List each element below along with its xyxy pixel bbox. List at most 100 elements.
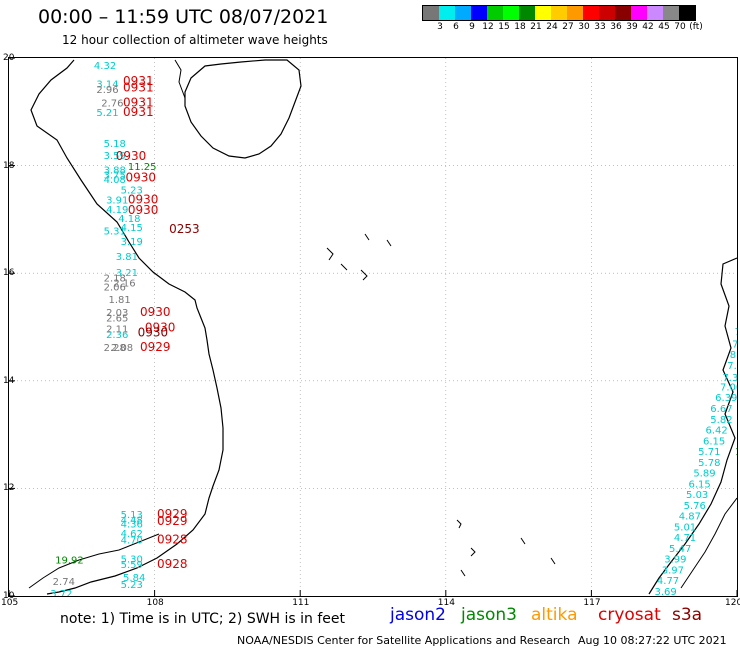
- legend-label: 24: [546, 22, 558, 32]
- legend-label: 30: [578, 22, 590, 32]
- wave-height-label: 5.71: [698, 447, 720, 458]
- wave-height-label: 4.08: [104, 175, 126, 186]
- legend-swatch: [647, 6, 663, 20]
- wave-height-label: 2.36: [106, 330, 128, 341]
- legend-label: 3: [437, 22, 443, 32]
- pass-time-label: 0929: [140, 340, 171, 354]
- legend-label: 36: [610, 22, 622, 32]
- wave-height-label: 100: [735, 447, 737, 458]
- pass-time-label: 0931: [123, 105, 154, 119]
- wave-height-label: 5.84: [123, 573, 145, 584]
- wave-height-label: 3.88: [104, 166, 126, 177]
- legend-swatch: [679, 6, 695, 20]
- footer-time: Aug 10 08:27:22 UTC 2021: [578, 634, 727, 647]
- pass-time-label: 0253: [169, 222, 200, 236]
- latitude-label: 14: [3, 375, 15, 386]
- legend-swatch: [599, 6, 615, 20]
- wave-height-label: 3.19: [121, 237, 143, 248]
- wave-height-label: 2.18: [104, 273, 126, 284]
- wave-height-label: 5.01: [674, 522, 696, 533]
- wave-height-label: 6.15: [688, 479, 710, 490]
- wave-height-label: 3.59: [104, 151, 126, 162]
- latitude-label: 20: [3, 53, 15, 63]
- wave-height-label: 7.68: [727, 361, 737, 372]
- wave-height-label: 4.15: [121, 223, 143, 234]
- wave-height-label: 3.21: [116, 268, 138, 279]
- wave-height-label: 2.16: [113, 279, 135, 290]
- legend-label: 9: [469, 22, 475, 32]
- legend-swatch: [503, 6, 519, 20]
- wave-height-label: 7.1: [735, 327, 737, 338]
- wave-height-label: 3.69: [654, 587, 676, 596]
- pass-time-label: 0930: [145, 320, 176, 334]
- legend-label: 33: [594, 22, 606, 32]
- wave-height-label: 3.97: [662, 565, 684, 576]
- wave-height-label: 3.72: [50, 589, 72, 596]
- latitude-label: 18: [3, 160, 15, 171]
- longitude-label: 111: [292, 598, 310, 608]
- legend-swatch: [423, 6, 439, 20]
- wave-height-label: 5.31: [104, 226, 126, 237]
- wave-height-label: 4.62: [121, 529, 143, 540]
- wave-height-label: 5.23: [121, 580, 143, 591]
- wave-height-label: 5.30: [121, 555, 143, 566]
- legend-swatch: [663, 6, 679, 20]
- wave-height-label: 2.96: [96, 85, 118, 96]
- satellite-name-altika: altika: [531, 605, 578, 625]
- satellite-name-s3a: s3a: [672, 605, 703, 625]
- wave-height-label: 2.08: [111, 343, 133, 354]
- wave-height-label: 3.91: [106, 195, 128, 206]
- longitude-label: 117: [583, 598, 601, 608]
- wave-height-label: 2.28: [104, 343, 126, 354]
- page-title: 00:00 – 11:59 UTC 08/07/2021: [38, 6, 329, 28]
- footer-source: NOAA/NESDIS Center for Satellite Applica…: [237, 634, 571, 647]
- wave-height-label: 5.18: [104, 139, 126, 150]
- longitude-label: 120: [725, 598, 740, 608]
- legend-label: 18: [514, 22, 526, 32]
- pass-time-label: 0931: [123, 95, 154, 109]
- pass-time-label: 0930: [128, 203, 159, 217]
- pass-time-label: 0930: [125, 171, 156, 185]
- wave-height-label: 2.06: [104, 282, 126, 293]
- wave-height-label: 5.59: [121, 560, 143, 571]
- pass-time-label: 0931: [123, 80, 154, 94]
- pass-time-label: 0930: [138, 326, 169, 340]
- wave-height-label: 6.42: [705, 426, 727, 437]
- wave-height-label: 2.03: [106, 308, 128, 319]
- wave-height-label: 19.92: [55, 556, 84, 567]
- legend-swatch: [631, 6, 647, 20]
- wave-height-label: 4.32: [94, 61, 116, 72]
- gulf-tonkin-coast: [174, 59, 186, 99]
- wave-height-label: 4.36: [121, 520, 143, 531]
- legend-label: 15: [498, 22, 510, 32]
- legend-label: 70: [674, 22, 686, 32]
- paracel-islands: [326, 233, 392, 281]
- wave-height-label: 5.82: [710, 415, 732, 426]
- legend-swatch: [439, 6, 455, 20]
- legend-label: 27: [562, 22, 574, 32]
- wave-height-label: 2.74: [53, 577, 75, 588]
- wave-height-label: 5.76: [684, 501, 706, 512]
- wave-height-label: 3.99: [664, 555, 686, 566]
- latitude-label: 10: [3, 591, 15, 601]
- legend-label: (ft): [689, 22, 703, 32]
- pass-time-label: 0931: [123, 74, 154, 88]
- legend-swatch: [487, 6, 503, 20]
- wave-height-label: 8.15: [730, 350, 737, 361]
- wave-height-label: 4.87: [679, 512, 701, 523]
- mekong-delta-coast: [28, 533, 160, 589]
- legend-swatch: [471, 6, 487, 20]
- legend-label: 42: [642, 22, 654, 32]
- wave-height-label: 7.31: [722, 373, 737, 384]
- pass-time-label: 0930: [116, 149, 147, 163]
- wave-height-label: 4.71: [674, 533, 696, 544]
- wave-height-label: 6.15: [703, 436, 725, 447]
- wave-height-label: 5.13: [121, 510, 143, 521]
- legend-swatch: [615, 6, 631, 20]
- wave-height-label: 5.78: [698, 458, 720, 469]
- pass-time-label: 0928: [157, 532, 188, 546]
- color-legend: 3 6 9 12 15 18 21 24 27 30 33 36 39 42 45 70 (ft): [422, 5, 703, 33]
- wave-height-label: 1.81: [108, 295, 130, 306]
